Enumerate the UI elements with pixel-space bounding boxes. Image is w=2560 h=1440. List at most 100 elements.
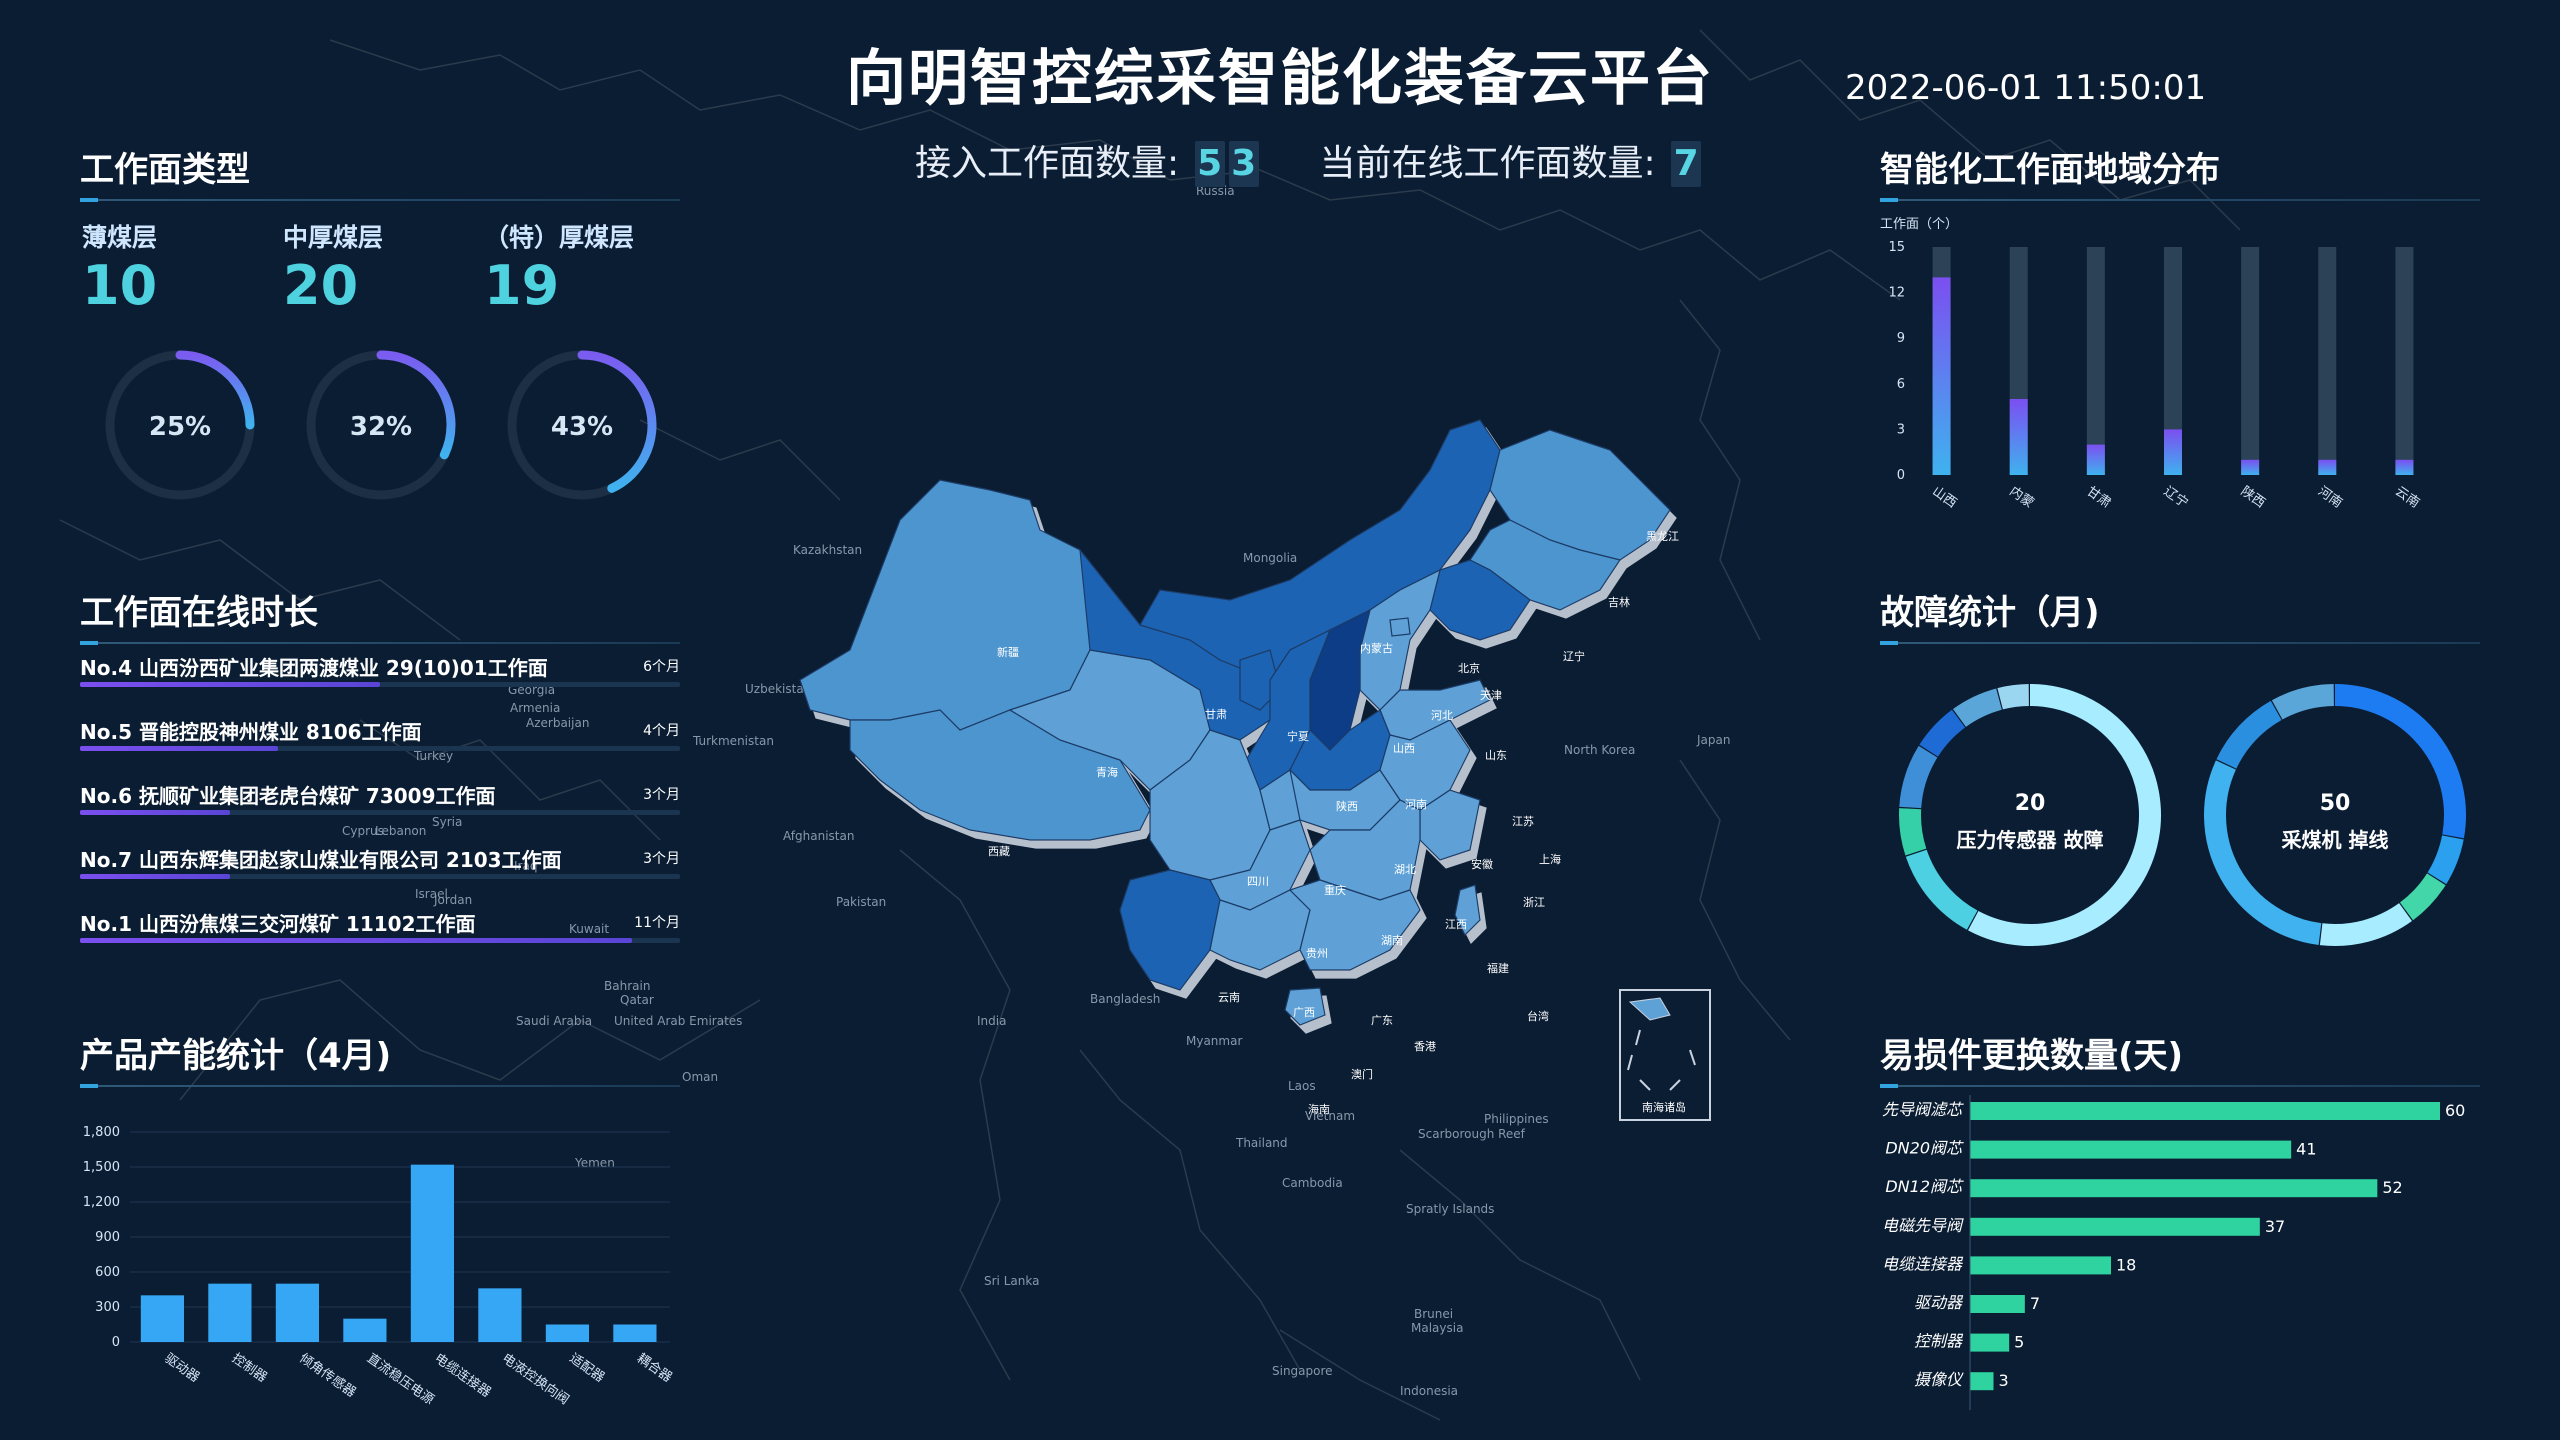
- donut-slice[interactable]: [2216, 700, 2282, 769]
- province-heilongjiang[interactable]: [1489, 429, 1671, 561]
- y-tick-label: 1,200: [83, 1195, 120, 1210]
- svg-text:江苏: 江苏: [1512, 815, 1534, 828]
- part-bar[interactable]: [1970, 1217, 2260, 1236]
- svg-text:Syria: Syria: [432, 815, 462, 829]
- capacity-bar[interactable]: [343, 1318, 387, 1342]
- svg-text:Israel: Israel: [415, 887, 448, 901]
- part-bar[interactable]: [1970, 1333, 2010, 1352]
- province-jilin[interactable]: [1469, 519, 1621, 611]
- capacity-bar[interactable]: [208, 1283, 252, 1342]
- part-value: 18: [2116, 1255, 2136, 1274]
- duration-bar: [80, 682, 380, 687]
- capacity-bar[interactable]: [613, 1324, 657, 1343]
- section-title: 工作面类型: [80, 150, 250, 190]
- region-bar[interactable]: [2086, 444, 2105, 475]
- donut-slice[interactable]: [1905, 849, 1978, 930]
- section-title: 工作面在线时长: [80, 593, 318, 633]
- part-value: 3: [1999, 1371, 2009, 1390]
- region-bar[interactable]: [2241, 459, 2260, 475]
- x-tick-label: 甘肃: [2084, 484, 2114, 511]
- online-duration-row: No.5 晋能控股神州煤业 8106工作面 4个月: [80, 716, 680, 751]
- donut-slice[interactable]: [1953, 688, 2003, 728]
- donut-slice[interactable]: [1997, 684, 2030, 710]
- part-bar[interactable]: [1970, 1102, 2440, 1120]
- x-tick-label: 内蒙: [2006, 483, 2036, 511]
- svg-text:Indonesia: Indonesia: [1400, 1384, 1458, 1398]
- donut-slice[interactable]: [1899, 808, 1927, 856]
- capacity-bar-chart: 0 300 600 900 1,200 1,500 1,800 驱动器 控制器 倾角传感器 直流稳压…: [83, 1125, 675, 1408]
- capacity-bar[interactable]: [478, 1288, 522, 1342]
- svg-text:Russia: Russia: [1196, 184, 1235, 198]
- duration-value: 3个月: [643, 787, 680, 803]
- svg-text:台湾: 台湾: [1527, 1009, 1549, 1023]
- province-yunnan[interactable]: [1119, 869, 1221, 991]
- online-duration-row: No.7 山西东辉集团赵家山煤业有限公司 2103工作面 3个月: [80, 844, 680, 879]
- svg-text:United Arab Emirates: United Arab Emirates: [614, 1014, 742, 1028]
- province-taiwan[interactable]: [1454, 884, 1481, 937]
- donut-slice[interactable]: [2334, 684, 2466, 839]
- x-tick-label: 陕西: [2238, 484, 2268, 511]
- capacity-bar[interactable]: [140, 1295, 184, 1342]
- svg-text:Malaysia: Malaysia: [1411, 1321, 1463, 1335]
- province-guangdong[interactable]: [1288, 879, 1421, 971]
- svg-text:Iraq: Iraq: [514, 859, 537, 873]
- donut-slice[interactable]: [2399, 873, 2446, 921]
- part-label: DN20阀芯: [1885, 1139, 1964, 1158]
- svg-text:澳门: 澳门: [1351, 1067, 1373, 1081]
- svg-text:福建: 福建: [1487, 961, 1509, 975]
- donut-slice[interactable]: [1899, 745, 1938, 809]
- region-panel: 智能化工作面地域分布: [1880, 142, 2480, 202]
- province-hainan[interactable]: [1284, 987, 1326, 1026]
- donut-slice[interactable]: [2427, 835, 2464, 885]
- section-divider: [80, 198, 680, 202]
- donut-slice[interactable]: [2204, 760, 2322, 945]
- region-bar[interactable]: [1932, 277, 1951, 475]
- x-tick-label: 控制器: [229, 1351, 270, 1386]
- x-tick-label: 电缆连接器: [431, 1350, 493, 1400]
- province-tibet[interactable]: [849, 709, 1151, 841]
- capacity-bar[interactable]: [410, 1164, 454, 1342]
- capacity-bar[interactable]: [275, 1283, 319, 1342]
- duration-value: 11个月: [634, 915, 680, 931]
- part-bar[interactable]: [1970, 1372, 1994, 1391]
- capacity-bar[interactable]: [545, 1324, 589, 1343]
- region-bar[interactable]: [2164, 429, 2182, 475]
- part-bar[interactable]: [1970, 1295, 2025, 1313]
- region-bar[interactable]: [2395, 459, 2414, 475]
- part-value: 52: [2382, 1178, 2402, 1197]
- region-bar[interactable]: [2009, 399, 2028, 475]
- part-bar[interactable]: [1970, 1179, 2378, 1198]
- x-tick-label: 河南: [2315, 483, 2345, 511]
- svg-text:Qatar: Qatar: [620, 993, 654, 1007]
- region-bar[interactable]: [2318, 459, 2337, 475]
- part-bar[interactable]: [1970, 1256, 2111, 1275]
- svg-text:吉林: 吉林: [1608, 595, 1630, 609]
- svg-text:Bangladesh: Bangladesh: [1090, 992, 1160, 1006]
- part-bar[interactable]: [1970, 1140, 2292, 1159]
- gauge-percent: 43%: [551, 412, 613, 442]
- type-gauges: 25% 32% 43%: [105, 350, 657, 500]
- svg-text:Spratly Islands: Spratly Islands: [1406, 1202, 1494, 1216]
- province-liaoning[interactable]: [1429, 559, 1531, 641]
- type-item-thick: （特）厚煤层 19: [484, 218, 634, 317]
- donut-center-value: 50: [2320, 791, 2351, 816]
- donut-center-value: 20: [2015, 791, 2046, 816]
- donut-slice[interactable]: [2271, 684, 2335, 720]
- svg-text:Japan: Japan: [1696, 733, 1730, 747]
- province-beijing[interactable]: [1389, 617, 1411, 637]
- y-tick-label: 900: [95, 1230, 120, 1245]
- duration-track: [80, 874, 680, 879]
- donut-slice[interactable]: [1968, 684, 2161, 946]
- svg-text:Uzbekistan: Uzbekistan: [745, 682, 811, 696]
- donut-slice[interactable]: [2319, 902, 2412, 946]
- section-divider: [80, 641, 680, 645]
- duration-bar: [80, 874, 230, 879]
- y-tick-label: 3: [1897, 422, 1905, 437]
- svg-text:Lebanon: Lebanon: [375, 824, 426, 838]
- svg-text:湖北: 湖北: [1394, 863, 1416, 876]
- svg-text:西藏: 西藏: [988, 845, 1010, 858]
- svg-text:河南: 河南: [1405, 798, 1427, 811]
- x-tick-label: 适配器: [566, 1351, 607, 1386]
- donut-slice[interactable]: [1919, 709, 1966, 757]
